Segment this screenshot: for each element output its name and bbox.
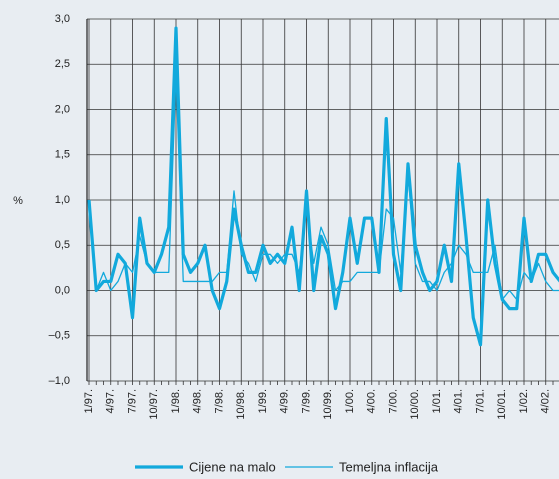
x-tick-label: 10/99. xyxy=(322,389,334,420)
x-tick-label: 4/02. xyxy=(540,389,552,413)
x-tick-label: 10/00. xyxy=(409,389,421,420)
x-tick-label: 1/97. xyxy=(83,389,95,413)
series-line xyxy=(88,72,559,301)
x-tick-label: 1/02. xyxy=(518,389,530,413)
y-tick-label: –1,0 xyxy=(49,375,70,387)
y-tick-label: 1,5 xyxy=(55,149,70,161)
x-tick-label: 1/98. xyxy=(170,389,182,413)
y-tick-label: 0,5 xyxy=(55,239,70,251)
x-tick-label: 7/98. xyxy=(213,389,225,413)
x-tick-label: 1/00. xyxy=(344,389,356,413)
x-tick-label: 4/00. xyxy=(366,389,378,413)
y-tick-label: 1,0 xyxy=(55,194,70,206)
series-line xyxy=(87,26,559,347)
x-tick-label: 4/98. xyxy=(192,389,204,413)
x-tick-label: 7/00. xyxy=(387,389,399,413)
legend-label: Cijene na malo xyxy=(189,459,276,474)
y-axis-label: % xyxy=(13,195,23,207)
x-tick-label: 10/01. xyxy=(496,389,508,420)
x-tick-label: 7/99. xyxy=(300,389,312,413)
y-tick-label: 0,0 xyxy=(55,284,70,296)
legend-label: Temeljna inflacija xyxy=(339,459,439,474)
x-tick-label: 4/99. xyxy=(279,389,291,413)
y-tick-label: 2,0 xyxy=(55,103,70,115)
y-tick-label: 2,5 xyxy=(55,58,70,70)
y-tick-label: 3,0 xyxy=(55,13,70,25)
x-tick-label: 10/97. xyxy=(148,389,160,420)
x-tick-label: 1/01. xyxy=(431,389,443,413)
x-tick-label: 10/98. xyxy=(235,389,247,420)
x-tick-label: 1/99. xyxy=(257,389,269,413)
y-tick-label: –0,5 xyxy=(49,330,70,342)
x-tick-label: 7/01. xyxy=(474,389,486,413)
x-tick-label: 7/97. xyxy=(126,389,138,413)
x-tick-label: 4/97. xyxy=(105,389,117,413)
x-tick-label: 4/01. xyxy=(453,389,465,413)
